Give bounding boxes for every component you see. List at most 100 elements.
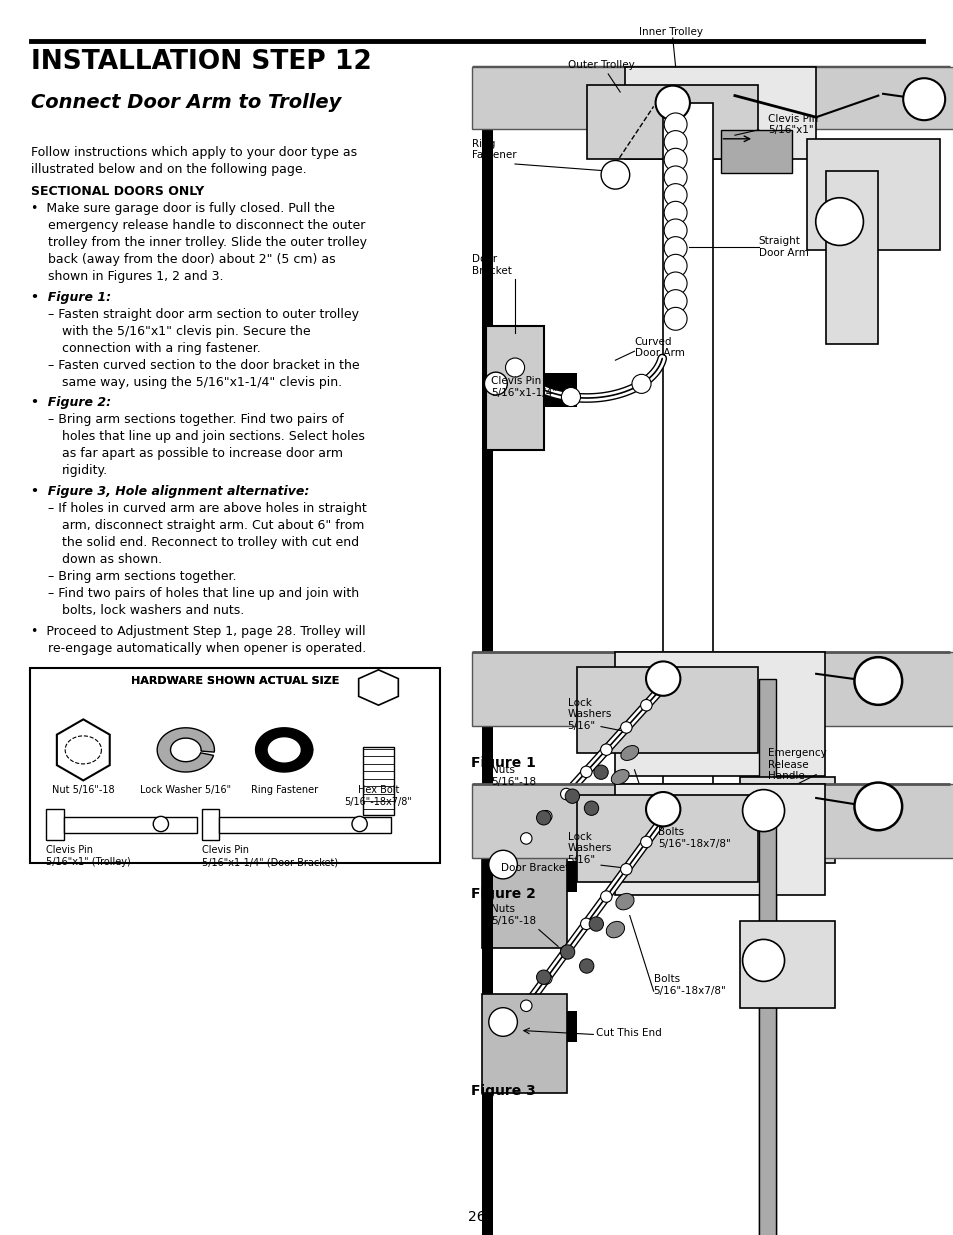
Text: down as shown.: down as shown. xyxy=(62,553,162,566)
Ellipse shape xyxy=(611,769,628,784)
Text: – Find two pairs of holes that line up and join with: – Find two pairs of holes that line up a… xyxy=(48,587,358,600)
Bar xyxy=(720,130,791,173)
Circle shape xyxy=(488,850,517,879)
Circle shape xyxy=(854,783,902,830)
Text: HARDWARE SHOWN ACTUAL SIZE: HARDWARE SHOWN ACTUAL SIZE xyxy=(131,676,339,685)
Bar xyxy=(481,657,493,1235)
Circle shape xyxy=(854,657,902,705)
Text: back (away from the door) about 2" (5 cm) as: back (away from the door) about 2" (5 cm… xyxy=(48,253,335,266)
Polygon shape xyxy=(157,727,214,772)
Text: connection with a ring fastener.: connection with a ring fastener. xyxy=(62,342,260,354)
Text: 26: 26 xyxy=(468,1210,485,1224)
Bar xyxy=(758,809,775,1235)
Circle shape xyxy=(663,237,686,259)
Text: Clevis Pin
5/16"x1": Clevis Pin 5/16"x1" xyxy=(767,114,818,135)
Bar xyxy=(481,67,493,1116)
Circle shape xyxy=(520,832,532,845)
Circle shape xyxy=(536,810,550,825)
Text: Connect Door Arm to Trolley: Connect Door Arm to Trolley xyxy=(30,93,340,111)
Text: Outer Trolley: Outer Trolley xyxy=(567,59,634,69)
Circle shape xyxy=(663,165,686,189)
Text: •  Figure 3, Hole alignment alternative:: • Figure 3, Hole alignment alternative: xyxy=(30,485,309,498)
Bar xyxy=(481,1010,577,1041)
Text: re-engage automatically when opener is operated.: re-engage automatically when opener is o… xyxy=(48,642,366,655)
Circle shape xyxy=(540,973,552,984)
Text: Follow instructions which apply to your door type as: Follow instructions which apply to your … xyxy=(30,146,356,159)
Text: Lock
Washers
5/16": Lock Washers 5/16" xyxy=(567,698,611,731)
Text: – If holes in curved arm are above holes in straight: – If holes in curved arm are above holes… xyxy=(48,501,366,515)
Circle shape xyxy=(663,131,686,153)
Text: Clevis Pin
5/16"x1" (Trolley): Clevis Pin 5/16"x1" (Trolley) xyxy=(47,846,131,867)
Polygon shape xyxy=(255,727,313,772)
Circle shape xyxy=(589,916,603,931)
Circle shape xyxy=(663,112,686,136)
Bar xyxy=(30,668,439,863)
Circle shape xyxy=(505,358,524,377)
Polygon shape xyxy=(358,669,398,705)
Bar xyxy=(481,837,567,948)
Text: shown in Figures 1, 2 and 3.: shown in Figures 1, 2 and 3. xyxy=(48,270,223,283)
Bar xyxy=(805,138,939,249)
Text: with the 5/16"x1" clevis pin. Secure the: with the 5/16"x1" clevis pin. Secure the xyxy=(62,325,311,337)
Circle shape xyxy=(153,816,169,831)
Circle shape xyxy=(640,699,652,711)
Circle shape xyxy=(645,792,679,826)
Text: Figure 3: Figure 3 xyxy=(471,1084,536,1098)
Text: Ring Fastener: Ring Fastener xyxy=(251,785,317,795)
Bar xyxy=(662,103,712,868)
Circle shape xyxy=(580,918,592,930)
Circle shape xyxy=(741,789,783,831)
Text: Door
Bracket: Door Bracket xyxy=(472,254,512,275)
Text: same way, using the 5/16"x1-1/4" clevis pin.: same way, using the 5/16"x1-1/4" clevis … xyxy=(62,375,342,389)
Text: Lock
Washers
5/16": Lock Washers 5/16" xyxy=(567,831,611,864)
Bar xyxy=(64,816,197,832)
Circle shape xyxy=(645,662,679,695)
Bar xyxy=(47,809,64,840)
Bar xyxy=(481,793,493,1235)
Text: Cut This End: Cut This End xyxy=(596,1028,661,1037)
Bar xyxy=(577,667,758,753)
Bar xyxy=(486,326,543,450)
Bar xyxy=(624,67,815,159)
Text: Clevis Pin
5/16"x1-1/4": Clevis Pin 5/16"x1-1/4" xyxy=(491,377,557,398)
Text: Lock Washer 5/16": Lock Washer 5/16" xyxy=(140,785,232,795)
Bar xyxy=(739,921,834,1008)
Text: Hex Bolt
5/16"-18x7/8": Hex Bolt 5/16"-18x7/8" xyxy=(344,785,412,806)
Text: – Bring arm sections together.: – Bring arm sections together. xyxy=(48,571,236,583)
Circle shape xyxy=(663,290,686,312)
Text: •  Figure 2:: • Figure 2: xyxy=(30,396,111,409)
Circle shape xyxy=(902,78,944,120)
Text: holes that line up and join sections. Select holes: holes that line up and join sections. Se… xyxy=(62,430,364,443)
Text: SECTIONAL DOORS ONLY: SECTIONAL DOORS ONLY xyxy=(30,185,204,198)
Text: Inner Trolley: Inner Trolley xyxy=(639,27,702,37)
Circle shape xyxy=(560,388,579,406)
Circle shape xyxy=(580,766,592,778)
Text: Door Bracket: Door Bracket xyxy=(500,863,568,873)
Circle shape xyxy=(663,148,686,172)
Text: – Fasten straight door arm section to outer trolley: – Fasten straight door arm section to ou… xyxy=(48,308,358,321)
Bar xyxy=(219,816,391,832)
Circle shape xyxy=(620,863,632,874)
Circle shape xyxy=(484,372,507,395)
Circle shape xyxy=(663,272,686,295)
Bar xyxy=(481,373,577,408)
Text: Ring
Fastener: Ring Fastener xyxy=(472,138,517,161)
Circle shape xyxy=(560,946,572,957)
Circle shape xyxy=(600,743,612,756)
Circle shape xyxy=(578,958,594,973)
Text: arm, disconnect straight arm. Cut about 6" from: arm, disconnect straight arm. Cut about … xyxy=(62,519,364,532)
Text: •  Proceed to Adjustment Step 1, page 28. Trolley will: • Proceed to Adjustment Step 1, page 28.… xyxy=(30,625,365,637)
Circle shape xyxy=(488,1008,517,1036)
Bar xyxy=(472,652,953,726)
Bar xyxy=(472,67,953,128)
Text: bolts, lock washers and nuts.: bolts, lock washers and nuts. xyxy=(62,604,244,618)
Text: the solid end. Reconnect to trolley with cut end: the solid end. Reconnect to trolley with… xyxy=(62,536,358,550)
Bar xyxy=(363,747,394,815)
Text: emergency release handle to disconnect the outer: emergency release handle to disconnect t… xyxy=(48,219,365,232)
Text: Figure 2: Figure 2 xyxy=(471,887,536,900)
Text: – Bring arm sections together. Find two pairs of: – Bring arm sections together. Find two … xyxy=(48,414,343,426)
Text: Nut 5/16"-18: Nut 5/16"-18 xyxy=(51,785,114,795)
Polygon shape xyxy=(57,719,110,781)
Bar xyxy=(825,172,878,345)
Circle shape xyxy=(520,1000,532,1011)
